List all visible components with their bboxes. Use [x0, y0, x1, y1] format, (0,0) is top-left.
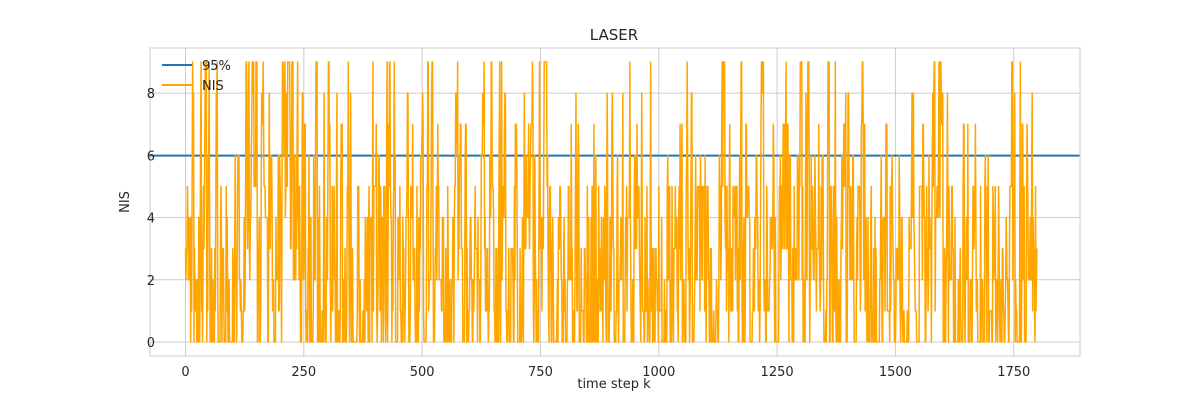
x-axis-label: time step k [577, 377, 651, 392]
nis-series-line [184, 61, 1038, 343]
y-tick-label: 4 [147, 212, 155, 227]
y-tick-label: 8 [147, 87, 155, 102]
x-axis-ticks: 0 250 500 750 1000 1250 1500 1750 [181, 365, 1030, 380]
x-tick-label: 1250 [761, 365, 794, 380]
x-tick-label: 1000 [642, 365, 675, 380]
legend-label-95: 95% [202, 59, 231, 74]
legend: 95% NIS [162, 59, 231, 94]
y-axis-ticks: 0 2 4 6 8 [147, 87, 155, 351]
y-axis-label: NIS [118, 191, 133, 213]
x-tick-label: 750 [528, 365, 553, 380]
x-tick-label: 500 [410, 365, 435, 380]
y-tick-label: 2 [147, 274, 155, 289]
x-tick-label: 250 [291, 365, 316, 380]
plot-area [150, 61, 1080, 343]
plot-frame [149, 47, 1081, 357]
y-tick-label: 0 [147, 336, 155, 351]
x-tick-label: 1750 [997, 365, 1030, 380]
x-tick-label: 0 [181, 365, 189, 380]
x-tick-label: 1500 [879, 365, 912, 380]
chart-title: LASER [590, 26, 638, 44]
y-tick-label: 6 [147, 149, 155, 164]
legend-label-nis: NIS [202, 79, 224, 94]
